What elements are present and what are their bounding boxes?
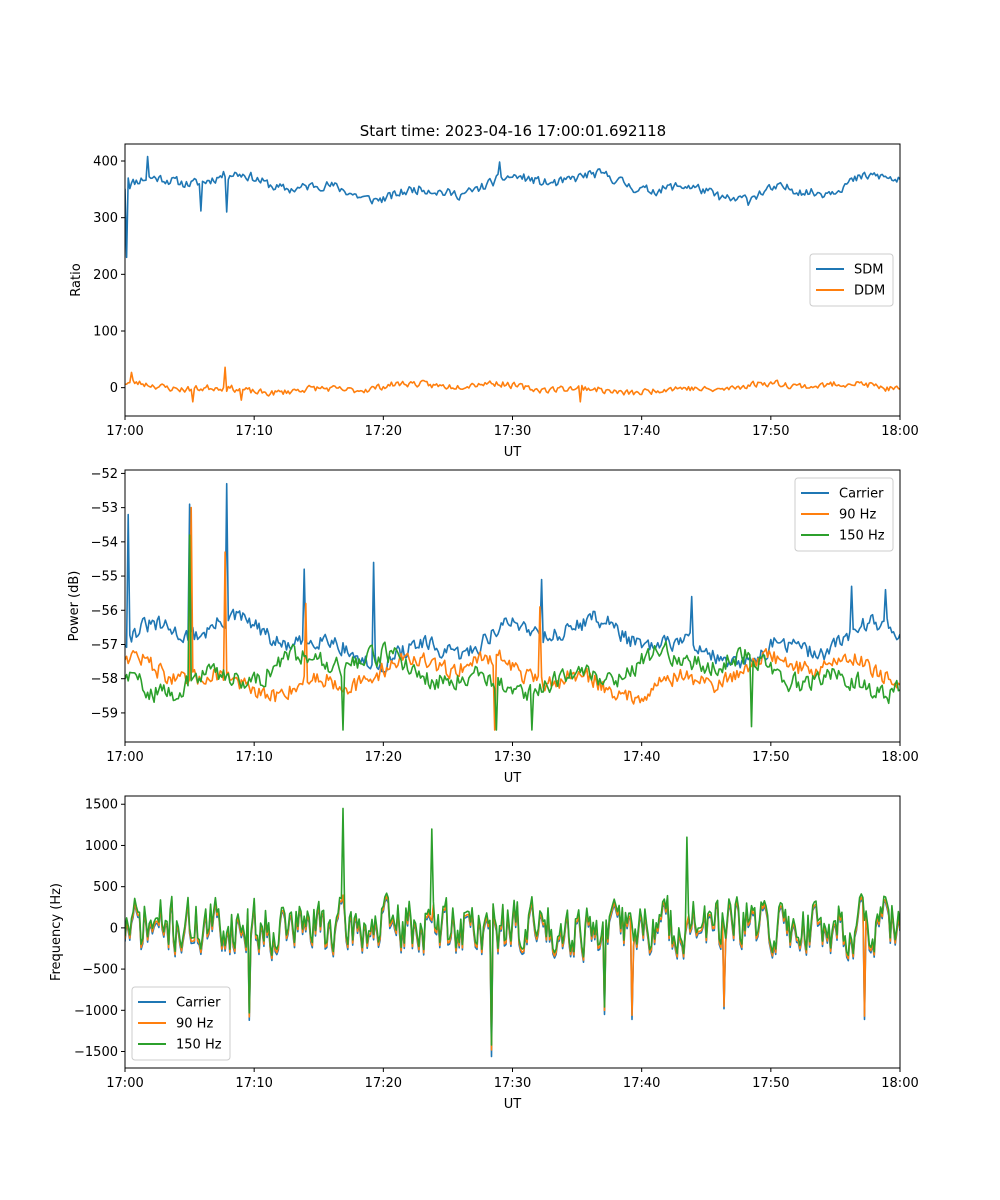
y-tick-label: −56 <box>91 604 118 619</box>
x-tick-label: 17:30 <box>494 1076 531 1091</box>
series-line-carrier <box>125 482 900 673</box>
y-tick-label: 1000 <box>85 839 118 854</box>
x-tick-label: 17:00 <box>106 1076 143 1091</box>
x-tick-label: 17:50 <box>752 424 789 439</box>
legend-label: 90 Hz <box>839 508 876 523</box>
y-tick-label: 400 <box>93 155 118 170</box>
legend-box <box>809 253 894 307</box>
legend-label: 150 Hz <box>176 1038 222 1053</box>
x-tick-label: 17:30 <box>494 750 531 765</box>
x-tick-label: 17:20 <box>365 424 402 439</box>
x-tick-label: 17:40 <box>623 424 660 439</box>
legend: Carrier 90 Hz 150 Hz <box>794 477 894 552</box>
x-tick-label: 17:40 <box>623 750 660 765</box>
y-tick-label: −1000 <box>74 1004 118 1019</box>
x-axis-label: UT <box>504 771 522 786</box>
y-tick-label: −58 <box>91 672 118 687</box>
legend-label: 90 Hz <box>176 1017 213 1032</box>
legend: SDM DDM <box>809 253 894 307</box>
y-tick-label: 1500 <box>85 798 118 813</box>
legend-label: Carrier <box>839 487 884 502</box>
x-tick-label: 17:40 <box>623 1076 660 1091</box>
x-tick-label: 17:10 <box>235 750 272 765</box>
y-tick-label: 0 <box>110 381 118 396</box>
y-tick-label: 300 <box>93 211 118 226</box>
chart-panel-2: 17:00 17:10 17:20 17:30 17:40 17:50 18:00 −59 −5… <box>67 467 919 786</box>
figure-title: Start time: 2023-04-16 17:00:01.692118 <box>360 122 666 140</box>
y-tick-label: 500 <box>93 880 118 895</box>
y-axis-label: Power (dB) <box>67 571 82 642</box>
series-group <box>125 482 900 731</box>
legend-box <box>131 986 231 1061</box>
y-tick-label: −59 <box>91 706 118 721</box>
series-line-sdm <box>125 155 900 259</box>
y-tick-label: −52 <box>91 467 118 482</box>
y-tick-label: 0 <box>110 921 118 936</box>
y-axis-label: Frequency (Hz) <box>49 883 64 981</box>
legend-label: DDM <box>854 284 885 299</box>
x-tick-label: 17:50 <box>752 750 789 765</box>
x-tick-label: 17:00 <box>106 750 143 765</box>
x-tick-label: 17:20 <box>365 750 402 765</box>
y-tick-label: 200 <box>93 268 118 283</box>
x-tick-label: 18:00 <box>881 750 918 765</box>
legend-box <box>794 477 894 552</box>
series-line-150-hz <box>125 807 900 1046</box>
y-tick-label: 100 <box>93 325 118 340</box>
x-tick-label: 17:30 <box>494 424 531 439</box>
chart-panel-1: 17:00 17:10 17:20 17:30 17:40 17:50 18:00 0 100 2… <box>69 143 919 460</box>
y-axis-label: Ratio <box>69 263 84 296</box>
legend-label: Carrier <box>176 996 221 1011</box>
x-tick-label: 17:20 <box>365 1076 402 1091</box>
y-tick-label: −54 <box>91 535 118 550</box>
series-line-150-hz <box>125 534 900 731</box>
series-group <box>125 155 900 403</box>
y-tick-label: −1500 <box>74 1045 118 1060</box>
x-tick-label: 17:10 <box>235 1076 272 1091</box>
x-tick-label: 17:10 <box>235 424 272 439</box>
series-line-ddm <box>125 366 900 403</box>
legend-label: 150 Hz <box>839 529 885 544</box>
x-tick-label: 17:50 <box>752 1076 789 1091</box>
y-tick-label: −55 <box>91 570 118 585</box>
x-axis-label: UT <box>504 445 522 460</box>
x-axis-label: UT <box>504 1097 522 1112</box>
legend-label: SDM <box>854 263 883 278</box>
y-tick-label: −57 <box>91 638 118 653</box>
chart-panel-3: 17:00 17:10 17:20 17:30 17:40 17:50 18:00 −1500… <box>49 795 919 1112</box>
y-tick-label: −500 <box>82 963 118 978</box>
x-tick-label: 17:00 <box>106 424 143 439</box>
series-line-90-hz <box>125 506 900 731</box>
series-group <box>125 807 900 1058</box>
x-tick-label: 18:00 <box>881 1076 918 1091</box>
y-tick-label: −53 <box>91 501 118 516</box>
x-tick-label: 18:00 <box>881 424 918 439</box>
legend: Carrier 90 Hz 150 Hz <box>131 986 231 1061</box>
